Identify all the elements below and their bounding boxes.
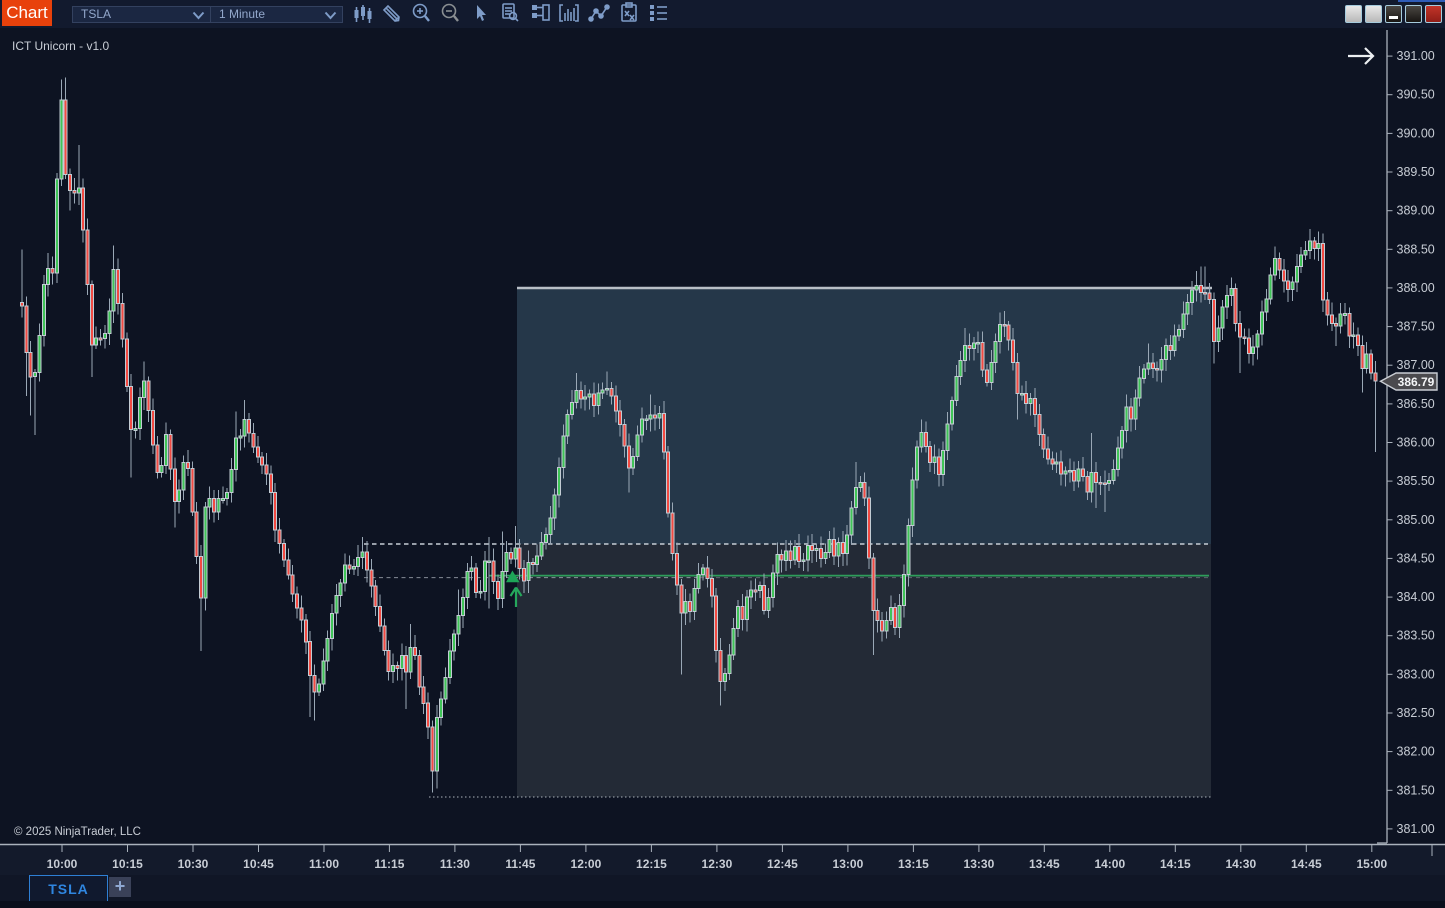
svg-text:14:45: 14:45 [1291, 857, 1322, 871]
svg-text:10:30: 10:30 [178, 857, 209, 871]
svg-text:383.50: 383.50 [1397, 629, 1435, 643]
svg-text:385.50: 385.50 [1397, 474, 1435, 488]
svg-text:14:30: 14:30 [1225, 857, 1256, 871]
svg-text:14:00: 14:00 [1094, 857, 1125, 871]
svg-text:384.00: 384.00 [1397, 590, 1435, 604]
svg-text:382.00: 382.00 [1397, 745, 1435, 759]
svg-text:383.00: 383.00 [1397, 667, 1435, 681]
svg-text:385.00: 385.00 [1397, 513, 1435, 527]
svg-text:12:15: 12:15 [636, 857, 667, 871]
svg-text:382.50: 382.50 [1397, 706, 1435, 720]
svg-text:11:00: 11:00 [309, 857, 339, 871]
svg-text:386.50: 386.50 [1397, 397, 1435, 411]
svg-text:15:00: 15:00 [1356, 857, 1387, 871]
svg-text:10:45: 10:45 [243, 857, 274, 871]
svg-text:384.50: 384.50 [1397, 551, 1435, 565]
svg-text:ICT Unicorn - v1.0: ICT Unicorn - v1.0 [12, 39, 109, 53]
svg-text:387.50: 387.50 [1397, 320, 1435, 334]
svg-text:12:45: 12:45 [767, 857, 798, 871]
svg-text:11:30: 11:30 [440, 857, 470, 871]
svg-text:10:15: 10:15 [112, 857, 143, 871]
svg-text:12:30: 12:30 [702, 857, 733, 871]
svg-text:13:15: 13:15 [898, 857, 929, 871]
svg-text:386.79: 386.79 [1398, 375, 1435, 389]
svg-text:13:45: 13:45 [1029, 857, 1060, 871]
svg-text:388.50: 388.50 [1397, 242, 1435, 256]
svg-text:14:15: 14:15 [1160, 857, 1191, 871]
svg-text:388.00: 388.00 [1397, 281, 1435, 295]
svg-text:381.50: 381.50 [1397, 783, 1435, 797]
svg-text:389.00: 389.00 [1397, 204, 1435, 218]
svg-text:11:15: 11:15 [374, 857, 404, 871]
svg-text:381.00: 381.00 [1397, 822, 1435, 836]
svg-text:386.00: 386.00 [1397, 436, 1435, 450]
svg-text:10:00: 10:00 [47, 857, 78, 871]
svg-text:390.00: 390.00 [1397, 126, 1435, 140]
svg-text:391.00: 391.00 [1397, 49, 1435, 63]
svg-text:12:00: 12:00 [571, 857, 602, 871]
svg-text:13:30: 13:30 [964, 857, 995, 871]
svg-text:© 2025 NinjaTrader, LLC: © 2025 NinjaTrader, LLC [14, 826, 141, 838]
svg-text:387.00: 387.00 [1397, 358, 1435, 372]
svg-text:13:00: 13:00 [833, 857, 864, 871]
svg-text:11:45: 11:45 [505, 857, 535, 871]
svg-text:390.50: 390.50 [1397, 88, 1435, 102]
svg-text:389.50: 389.50 [1397, 165, 1435, 179]
